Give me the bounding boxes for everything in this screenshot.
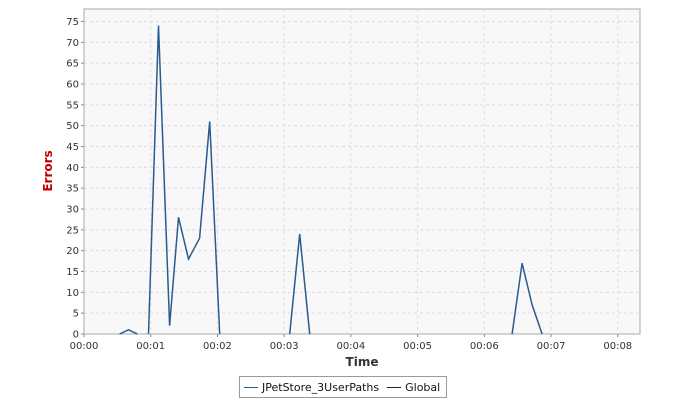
y-tick-label: 15 [66, 267, 79, 278]
x-tick-label: 00:08 [603, 341, 632, 352]
legend: JPetStore_3UserPaths Global [239, 376, 448, 398]
x-axis-title: Time [346, 355, 379, 369]
series-line-1 [288, 233, 311, 335]
y-tick-label: 55 [66, 100, 79, 111]
y-tick-label: 70 [66, 38, 79, 49]
legend-label-series-2: Global [405, 380, 441, 394]
x-tick-label: 00:03 [270, 341, 299, 352]
y-tick-label: 30 [66, 205, 79, 216]
series-line-1 [147, 25, 221, 335]
y-tick-label: 20 [66, 246, 79, 257]
x-tick-label: 00:02 [203, 341, 232, 352]
legend-item-series-2: Global [387, 381, 440, 394]
x-tick-label: 00:00 [70, 341, 99, 352]
y-tick-label: 35 [66, 184, 79, 195]
y-tick-label: 5 [73, 309, 79, 320]
legend-item-series-1: JPetStore_3UserPaths [244, 381, 379, 394]
x-tick-label: 00:06 [470, 341, 499, 352]
x-tick-label: 00:04 [336, 341, 365, 352]
legend-swatch-series-2 [387, 386, 402, 388]
axis-ticks: 0 5 10 15 20 25 30 35 40 45 50 55 60 65 70 75 00:00 00:01… [66, 17, 632, 352]
legend-swatch-series-1 [244, 386, 258, 388]
y-tick-label: 75 [66, 17, 79, 28]
y-tick-label: 0 [73, 330, 79, 341]
x-tick-label: 00:05 [403, 341, 432, 352]
y-axis-title: Errors [41, 150, 55, 191]
y-tick-label: 25 [66, 225, 79, 236]
series-lines [119, 25, 543, 335]
y-tick-label: 65 [66, 59, 79, 70]
y-tick-label: 45 [66, 142, 79, 153]
y-tick-label: 40 [66, 163, 79, 174]
series-line-1 [119, 328, 138, 335]
y-tick-label: 60 [66, 80, 79, 91]
series-line-1 [511, 263, 543, 335]
x-tick-label: 00:01 [136, 341, 165, 352]
y-tick-label: 50 [66, 121, 79, 132]
x-tick-label: 00:07 [537, 341, 566, 352]
y-tick-label: 10 [66, 288, 79, 299]
grid-lines [84, 9, 640, 334]
legend-label-series-1: JPetStore_3UserPaths [262, 380, 380, 394]
